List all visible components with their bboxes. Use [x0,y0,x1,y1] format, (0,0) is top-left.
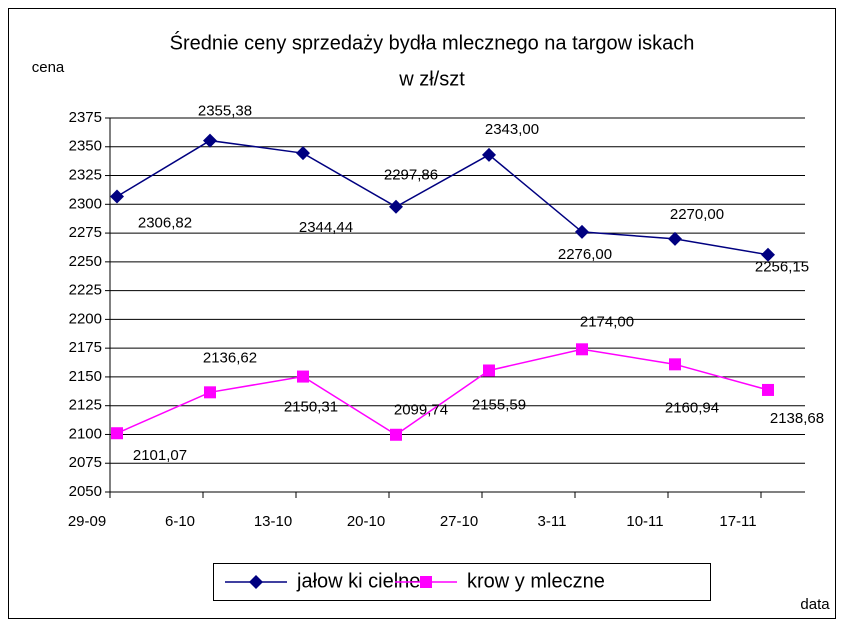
data-point [296,146,310,161]
data-label: 2136,62 [203,349,257,366]
data-label: 2343,00 [485,121,539,138]
data-label: 2306,82 [138,214,192,231]
x-tick-label: 17-11 [719,513,756,530]
data-label: 2099,74 [394,402,448,419]
data-point [111,427,123,440]
x-tick-label: 27-10 [440,513,478,530]
data-label: 2256,15 [755,259,809,276]
y-tick-label: 2100 [69,425,102,442]
data-label: 2344,44 [299,219,353,236]
data-point [483,364,495,377]
data-point [389,199,403,214]
data-point [297,370,309,383]
series-line [116,139,769,256]
x-tick-label: 6-10 [165,513,195,530]
chart-frame [8,8,836,619]
data-label: 2160,94 [665,399,719,416]
data-label: 2297,86 [384,167,438,184]
data-label: 2270,00 [670,206,724,223]
chart-title: Średnie ceny sprzedaży bydła mlecznego n… [170,30,695,54]
y-axis-label: cena [32,59,65,76]
y-tick-label: 2075 [69,454,102,471]
data-point [761,247,775,262]
x-tick-label: 13-10 [254,513,292,530]
y-tick-label: 2275 [69,224,102,241]
y-tick-label: 2125 [69,397,102,414]
data-point [390,428,402,441]
data-label: 2155,59 [472,396,526,413]
data-label: 2355,38 [198,103,252,120]
legend-box [213,563,711,601]
x-tick-label: 10-11 [626,513,663,530]
data-point [576,343,588,356]
y-tick-label: 2050 [69,483,102,500]
legend-marker [420,576,432,588]
x-axis-label: data [800,596,830,613]
x-tick-label: 29-09 [68,513,106,530]
data-label: 2276,00 [558,246,612,263]
y-tick-label: 2375 [69,109,102,126]
data-point [203,133,217,148]
y-tick-label: 2325 [69,167,102,184]
data-point [110,189,124,204]
y-tick-label: 2175 [69,339,102,356]
data-label: 2150,31 [284,399,338,416]
y-tick-label: 2250 [69,253,102,270]
y-tick-label: 2225 [69,282,102,299]
x-tick-label: 3-11 [538,513,567,530]
data-label: 2101,07 [133,447,187,464]
legend-marker [249,575,263,589]
data-label: 2174,00 [580,313,634,330]
data-point [668,231,682,246]
data-point [482,147,496,162]
data-point [762,383,774,396]
legend-label: jałow ki cielne [296,570,420,592]
series-line [116,348,769,436]
y-tick-label: 2150 [69,368,102,385]
y-tick-label: 2300 [69,195,102,212]
data-point [669,358,681,371]
y-tick-label: 2350 [69,138,102,155]
data-point [575,224,589,239]
y-tick-label: 2200 [69,310,102,327]
data-label: 2138,68 [770,410,824,427]
legend-label: krow y mleczne [467,570,605,592]
x-tick-label: 20-10 [347,513,385,530]
chart-subtitle: w zł/szt [398,68,465,90]
data-point [204,386,216,399]
